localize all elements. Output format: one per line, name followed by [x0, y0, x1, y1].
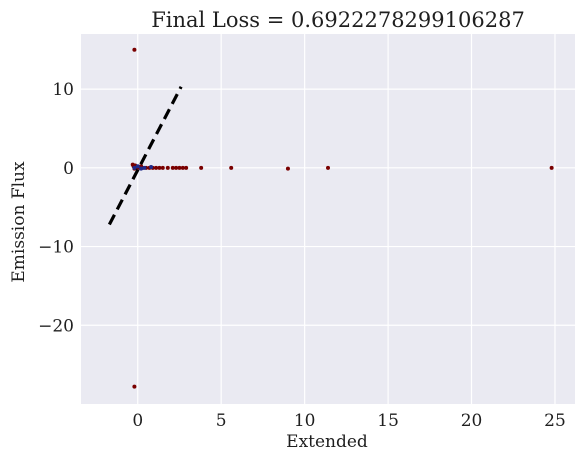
data-point-series-1 [157, 165, 162, 170]
data-point-series-1 [199, 165, 204, 170]
y-tick-label: 10 [52, 80, 74, 100]
data-point-series-1 [132, 384, 137, 389]
data-point-series-1 [132, 47, 137, 52]
data-point-series-2 [132, 165, 137, 170]
y-tick-labels: −20 −10 0 10 [38, 80, 74, 336]
data-point-series-2 [135, 164, 140, 169]
plot-area [81, 34, 575, 404]
data-point-series-2 [149, 165, 154, 170]
y-axis-label: Emission Flux [9, 161, 29, 283]
data-point-series-1 [229, 165, 234, 170]
data-point-series-1 [160, 165, 165, 170]
scatter-points [130, 47, 554, 389]
data-point-series-1 [549, 165, 554, 170]
reference-line-group [107, 86, 183, 226]
y-tick-label: 0 [63, 159, 74, 179]
data-point-series-1 [326, 165, 330, 170]
y-tick-label: −20 [38, 316, 74, 336]
data-point-series-1 [177, 165, 182, 170]
data-point-series-1 [154, 165, 159, 170]
chart-title: Final Loss = 0.6922278299106287 [151, 8, 525, 32]
data-point-series-1 [285, 166, 290, 171]
data-point-series-1 [165, 165, 170, 170]
x-axis-label: Extended [286, 432, 368, 452]
x-tick-label: 10 [294, 411, 316, 431]
data-point-series-1 [174, 165, 179, 170]
data-point-series-2 [139, 166, 144, 171]
x-tick-label: 0 [132, 411, 143, 431]
x-tick-labels: 0 5 10 15 20 25 [132, 411, 565, 431]
plot-background [81, 34, 575, 404]
x-tick-label: 5 [216, 411, 227, 431]
data-point-series-1 [170, 165, 175, 170]
data-point-series-1 [184, 165, 189, 170]
y-tick-label: −10 [38, 238, 74, 258]
x-tick-label: 15 [377, 411, 399, 431]
x-tick-label: 20 [461, 411, 483, 431]
x-tick-label: 25 [544, 411, 566, 431]
data-point-series-1 [180, 165, 185, 170]
data-point-series-2 [142, 165, 147, 170]
dashed-reference-line [107, 86, 183, 226]
